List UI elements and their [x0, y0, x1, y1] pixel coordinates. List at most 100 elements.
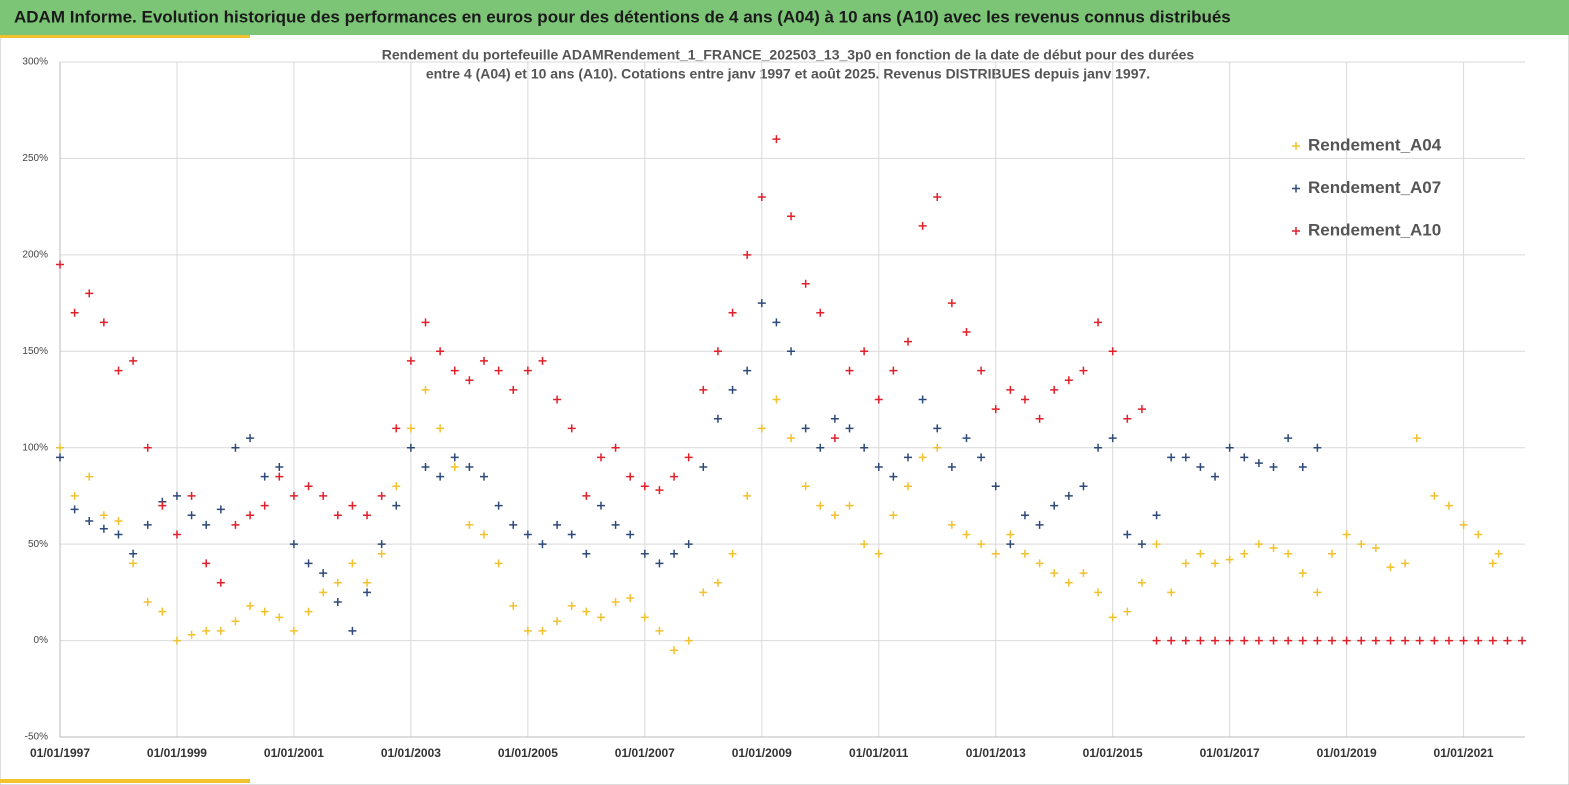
point	[392, 501, 401, 510]
point	[1108, 434, 1117, 443]
point	[1167, 588, 1176, 597]
point	[1050, 385, 1059, 394]
point	[1225, 443, 1234, 452]
point	[1269, 636, 1278, 645]
point	[304, 482, 313, 491]
point	[757, 299, 766, 308]
point	[1459, 520, 1468, 529]
point	[582, 607, 591, 616]
point	[1518, 636, 1527, 645]
x-tick-label: 01/01/2013	[966, 746, 1026, 760]
point	[85, 517, 94, 525]
point	[465, 520, 474, 529]
point	[1284, 434, 1293, 443]
accent	[0, 35, 250, 38]
point	[363, 578, 372, 587]
point	[1035, 520, 1044, 529]
point	[977, 366, 986, 375]
point	[187, 491, 196, 500]
y-tick-label: 300%	[22, 57, 48, 68]
plot	[56, 135, 1527, 655]
point	[787, 347, 796, 356]
point	[216, 578, 225, 587]
point	[596, 453, 605, 462]
point	[816, 308, 825, 317]
point	[1006, 540, 1015, 549]
point	[260, 472, 269, 481]
point	[655, 626, 664, 635]
point	[772, 318, 781, 327]
y-tick-label: 250%	[22, 153, 48, 164]
point	[904, 482, 913, 491]
point	[1006, 530, 1015, 539]
point	[1064, 376, 1073, 385]
point	[933, 424, 942, 433]
point	[1284, 549, 1293, 558]
point	[904, 337, 913, 346]
point	[1181, 636, 1190, 645]
point	[216, 626, 225, 635]
point	[757, 424, 766, 433]
y-tick-label: -50%	[25, 732, 48, 743]
point	[860, 443, 869, 452]
point	[348, 559, 357, 568]
point	[553, 520, 562, 529]
point	[1225, 555, 1234, 564]
point	[962, 434, 971, 443]
point	[918, 221, 927, 230]
point	[143, 598, 152, 606]
point	[1401, 559, 1410, 568]
legend-label: Rendement_A04	[1308, 135, 1442, 154]
point	[187, 511, 196, 520]
point	[1094, 318, 1103, 327]
point	[1152, 511, 1161, 520]
chart-title: entre 4 (A04) et 10 ans (A10). Cotations…	[426, 66, 1150, 82]
point	[392, 424, 401, 433]
point	[202, 559, 211, 568]
point	[1269, 463, 1278, 471]
point	[1386, 636, 1395, 645]
point	[1196, 636, 1205, 645]
legend-label: Rendement_A10	[1308, 220, 1441, 239]
point	[670, 549, 679, 558]
point	[626, 594, 635, 603]
point	[611, 520, 620, 529]
point	[1430, 491, 1439, 500]
point	[1064, 578, 1073, 587]
point	[436, 424, 445, 433]
point	[830, 511, 839, 520]
point	[874, 463, 883, 471]
point	[319, 588, 328, 597]
point	[640, 613, 649, 622]
point	[1342, 636, 1351, 645]
point	[1152, 540, 1161, 549]
x-tick-label: 01/01/1999	[147, 746, 207, 760]
point	[553, 617, 562, 626]
y-tick-label: 150%	[22, 346, 48, 357]
point	[787, 434, 796, 443]
point	[129, 356, 138, 365]
point	[1415, 636, 1424, 645]
point	[260, 607, 269, 616]
point	[1137, 540, 1146, 549]
point	[114, 517, 123, 525]
point	[450, 453, 459, 462]
legend: Rendement_A04 Rendement_A07 Rendement_A10	[1292, 135, 1442, 239]
point	[56, 260, 64, 269]
point	[1444, 501, 1453, 510]
point	[991, 482, 1000, 491]
point	[494, 501, 503, 510]
point	[1108, 347, 1117, 356]
point	[1284, 636, 1293, 645]
point	[406, 424, 415, 433]
point	[158, 501, 167, 510]
point	[421, 318, 430, 327]
point	[85, 472, 94, 481]
point	[436, 472, 445, 481]
point	[1328, 636, 1337, 645]
point	[1123, 530, 1132, 539]
legend-marker	[1292, 142, 1300, 150]
point	[1050, 569, 1059, 578]
point	[202, 626, 211, 635]
point	[1503, 636, 1512, 645]
